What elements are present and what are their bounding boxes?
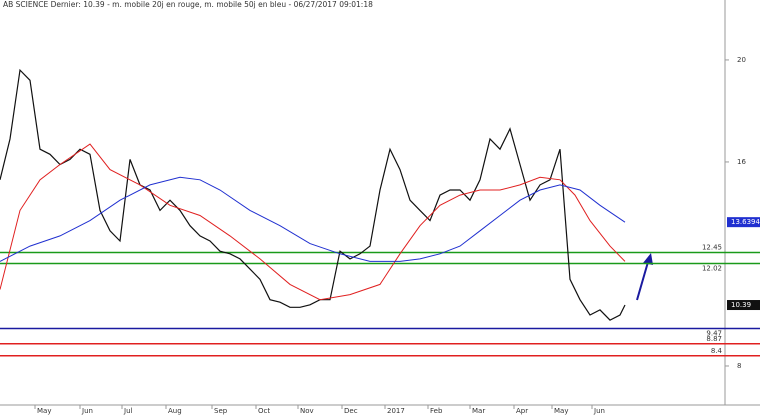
series-line [0, 143, 626, 301]
y-tick-label: 8 [737, 362, 741, 370]
x-tick-label: Jul [123, 407, 133, 415]
chart-title: AB SCIENCE Dernier: 10.39 - m. mobile 20… [3, 0, 373, 9]
x-tick-label: 2017 [387, 407, 405, 415]
series-line [0, 176, 626, 262]
x-tick-label: Jun [593, 407, 605, 415]
last-value-badge [727, 300, 760, 311]
x-tick-label: Apr [516, 407, 528, 415]
x-tick-label: Oct [258, 407, 270, 415]
x-tick-label: Jun [81, 407, 93, 415]
y-tick-label: 20 [737, 56, 746, 64]
level-label: 8.87 [706, 335, 722, 343]
y-tick-label: 16 [737, 158, 746, 166]
x-tick-label: Aug [168, 407, 182, 415]
last-value-label: 13.6394 [731, 218, 760, 226]
x-tick-label: May [554, 407, 568, 415]
x-tick-label: Mar [472, 407, 485, 415]
x-tick-label: May [37, 407, 51, 415]
last-value-label: 10.39 [731, 301, 751, 309]
series-line [0, 68, 626, 321]
x-tick-label: Feb [430, 407, 443, 415]
arrow-head [643, 253, 653, 265]
level-label: 8.4 [711, 347, 723, 355]
x-tick-label: Sep [214, 407, 228, 415]
level-label: 12.02 [702, 264, 722, 272]
arrow [636, 261, 649, 301]
x-tick-label: Dec [344, 407, 358, 415]
level-label: 9.47 [706, 329, 722, 337]
x-tick-label: Nov [300, 407, 314, 415]
last-value-badge [727, 217, 760, 228]
level-label: 12.45 [702, 243, 722, 251]
